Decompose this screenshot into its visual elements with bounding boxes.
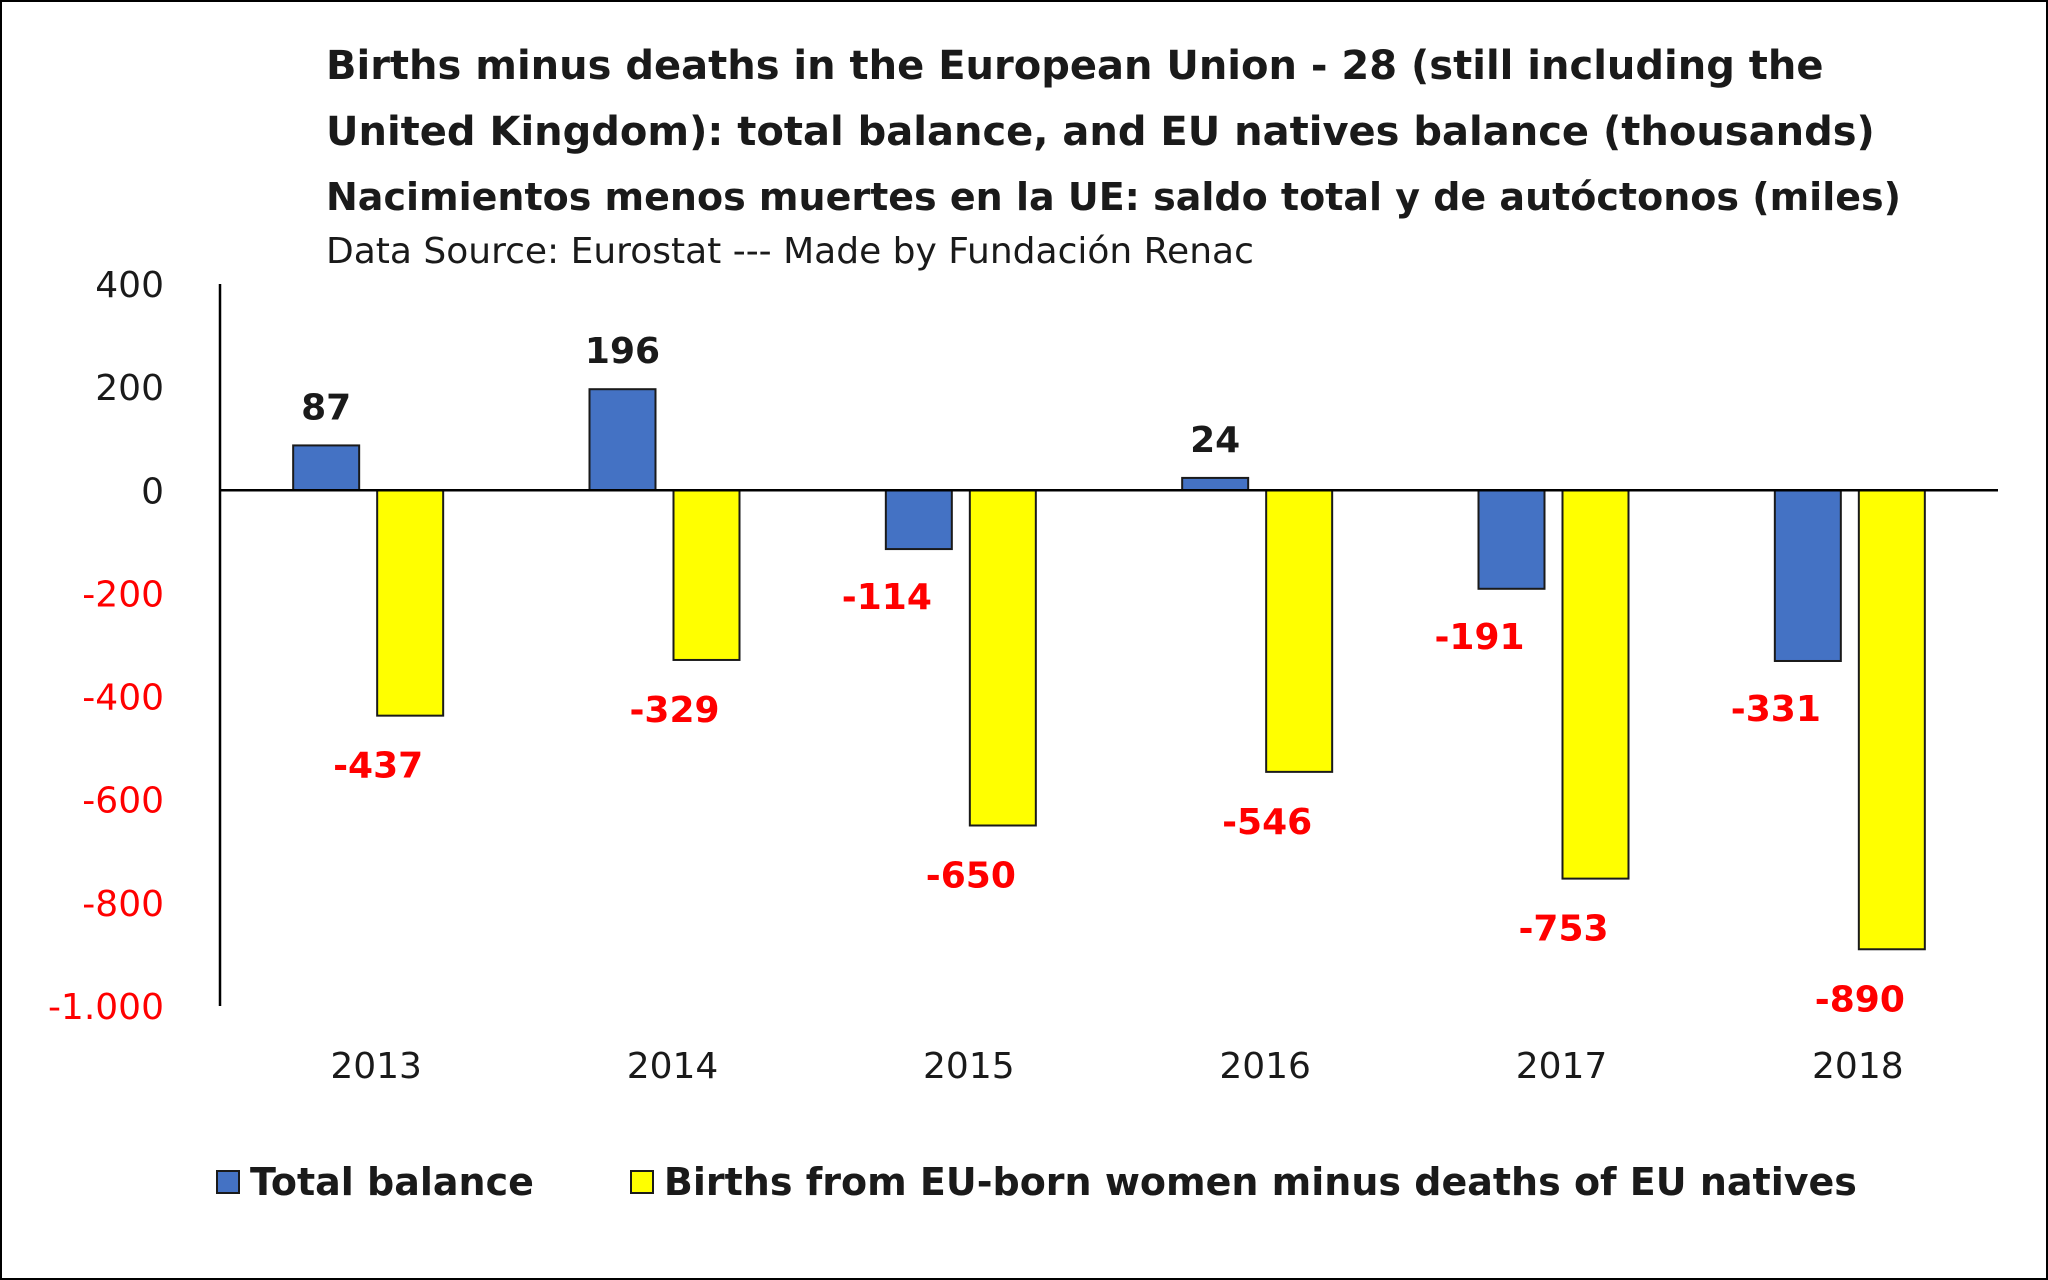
chart-subtitle: Nacimientos menos muertes en la UE: sald…	[326, 175, 1901, 219]
y-tick-label: -200	[82, 574, 164, 615]
bar-natives-balance	[1265, 489, 1334, 773]
data-label-natives: -753	[1518, 909, 1608, 950]
bar-total-balance	[588, 388, 657, 492]
data-label-natives: -546	[1222, 802, 1312, 843]
x-tick-label: 2013	[330, 1046, 422, 1087]
x-tick-label: 2016	[1219, 1046, 1311, 1087]
x-tick-label: 2015	[923, 1046, 1015, 1087]
legend-item-total: Total balance	[216, 1160, 534, 1204]
y-tick-label: 200	[95, 368, 164, 409]
legend-label-natives: Births from EU-born women minus deaths o…	[663, 1160, 1857, 1204]
chart-legend: Total balance Births from EU-born women …	[216, 1160, 1953, 1204]
legend-label-total: Total balance	[250, 1160, 534, 1204]
data-label-natives: -329	[629, 690, 719, 731]
data-label-total: -114	[842, 577, 932, 618]
bar-total-balance	[1773, 489, 1842, 662]
data-label-total: -331	[1731, 689, 1821, 730]
x-tick-label: 2017	[1516, 1046, 1608, 1087]
bar-total-balance	[1181, 476, 1250, 492]
chart-title-line-1: Births minus deaths in the European Unio…	[326, 43, 1824, 89]
data-label-natives: -890	[1815, 979, 1905, 1020]
data-label-total: 196	[585, 331, 660, 372]
legend-item-natives: Births from EU-born women minus deaths o…	[629, 1160, 1857, 1204]
bar-natives-balance	[672, 489, 741, 661]
y-tick-label: -600	[82, 781, 164, 822]
data-label-total: -191	[1434, 617, 1524, 658]
data-label-total: 24	[1190, 420, 1240, 461]
y-tick-label: -400	[82, 678, 164, 719]
data-label-natives: -437	[333, 746, 423, 787]
y-tick-label: -800	[82, 884, 164, 925]
y-tick-label: 400	[95, 265, 164, 306]
data-label-natives: -650	[926, 856, 1016, 897]
bar-natives-balance	[1857, 489, 1926, 951]
bar-natives-balance	[968, 489, 1037, 827]
x-tick-label: 2018	[1812, 1046, 1904, 1087]
bar-total-balance	[884, 489, 953, 551]
bar-total-balance	[1477, 489, 1546, 590]
y-tick-label: -1.000	[48, 987, 164, 1028]
bar-total-balance	[292, 444, 361, 492]
legend-swatch-total	[216, 1170, 240, 1194]
x-tick-label: 2014	[627, 1046, 719, 1087]
legend-swatch-natives	[629, 1170, 654, 1194]
bar-natives-balance	[1561, 489, 1630, 880]
data-label-total: 87	[301, 387, 351, 428]
bar-natives-balance	[376, 489, 445, 717]
chart-title-line-2: United Kingdom): total balance, and EU n…	[326, 109, 1875, 155]
y-tick-label: 0	[141, 471, 164, 512]
data-source-note: Data Source: Eurostat --- Made by Fundac…	[326, 231, 1254, 272]
